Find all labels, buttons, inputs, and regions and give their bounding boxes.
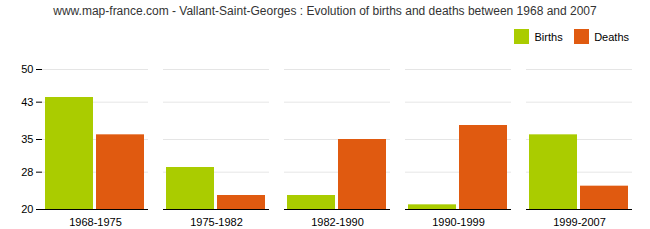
svg-text:1999-2007: 1999-2007	[553, 216, 606, 228]
html-text:Births: Births	[534, 30, 563, 43]
svg-text:1982-1990: 1982-1990	[311, 216, 364, 228]
svg-text:1968-1975: 1968-1975	[69, 216, 122, 228]
svg-text:1990-1999: 1990-1999	[432, 216, 485, 228]
svg-text:20: 20	[21, 203, 33, 215]
svg-text:35: 35	[21, 133, 33, 145]
svg-text:50: 50	[21, 63, 33, 75]
svg-text:43: 43	[21, 95, 33, 107]
html-text:Deaths: Deaths	[594, 30, 629, 43]
svg-text:28: 28	[21, 165, 33, 177]
svg-text:1975-1982: 1975-1982	[190, 216, 243, 228]
html-text:www.map-france.com - Vallant-S: www.map-france.com - Vallant-Saint-Georg…	[53, 4, 597, 18]
